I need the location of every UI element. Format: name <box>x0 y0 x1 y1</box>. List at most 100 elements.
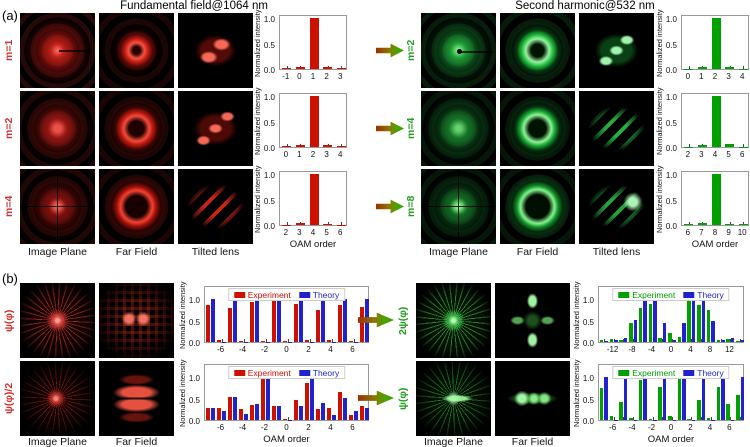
bar-theory <box>682 377 686 420</box>
x-tick-label: -1 <box>282 72 290 81</box>
legend-label: Experiment <box>632 289 676 300</box>
plot-area: Experiment Theory <box>204 364 369 421</box>
chart-oam-spectrum-sh-m4: Normalized intensity 1.0 0.5 0.0 2 3 4 5 6 <box>655 88 750 181</box>
y-tick-label: 0.5 <box>188 395 200 405</box>
bar-theory <box>222 411 226 420</box>
bar-theory <box>211 299 215 342</box>
legend-item: Theory <box>683 289 724 300</box>
bar-experiment <box>697 305 701 342</box>
plot-area: Experiment Theory <box>598 286 745 343</box>
x-tick-label: 1 <box>297 150 302 159</box>
chart-oam-spectrum-m1: Normalized intensity 1.0 0.5 0.0 -1 0 1 2 3 <box>253 10 375 103</box>
x-tick-label: 2 <box>283 228 289 237</box>
col-label-far-field: Far Field <box>115 246 158 258</box>
col-label-far-field: Far Field <box>511 436 554 447</box>
legend-swatch <box>618 291 630 298</box>
bar-experiment <box>706 417 711 420</box>
y-tick-label: 1.0 <box>263 15 275 24</box>
bar-experiment <box>338 304 342 342</box>
beam-image-fundamental-m4-tilted-lens <box>178 169 253 244</box>
chart-oam-spectrum-sh-psi: Normalized intensity 1.0 0.5 0.0 Experiment T… <box>572 360 750 447</box>
col-label-image-plane: Image Plane <box>28 436 87 447</box>
bar <box>309 18 319 69</box>
bar-experiment <box>349 414 353 420</box>
bar-theory <box>343 299 347 342</box>
x-tick-label: 4 <box>337 150 343 159</box>
x-tick-label: 10 <box>737 228 747 237</box>
beam-image-fundamental-m2-image-plane <box>20 91 95 166</box>
bar-experiment <box>668 333 672 342</box>
x-tick-label: 12 <box>724 345 734 354</box>
bar-theory <box>288 341 292 342</box>
x-tick-label: 6 <box>337 228 343 237</box>
bar-experiment <box>638 308 643 342</box>
bar <box>309 96 319 147</box>
bar-theory <box>332 341 336 342</box>
bar-experiment <box>283 418 287 420</box>
bar-experiment <box>658 337 662 342</box>
bar-theory <box>354 341 358 342</box>
x-tick-label: -6 <box>216 423 225 432</box>
bar-experiment <box>687 419 691 420</box>
legend-item: Experiment <box>233 368 291 378</box>
bar-theory <box>299 406 303 420</box>
bar <box>697 67 707 69</box>
y-axis-label: Normalized intensity <box>253 9 262 78</box>
legend-swatch <box>683 291 695 298</box>
x-tick-label: -4 <box>238 423 247 432</box>
row-label-m8-sh: m=8 <box>405 195 417 218</box>
y-tick-label: 0.5 <box>582 317 594 327</box>
y-tick-label: 0.5 <box>263 118 275 128</box>
bar-theory <box>310 341 314 342</box>
bar-experiment <box>239 409 243 420</box>
bar-theory <box>740 339 745 342</box>
chart-legend: Experiment Theory <box>227 366 346 379</box>
x-axis-label: OAM order <box>647 434 695 445</box>
x-tick-mark <box>287 417 289 420</box>
beam-image-fundamental-m1-far-field <box>99 13 174 88</box>
x-tick-label: 0 <box>284 345 289 354</box>
beam-image-fundamental-m4-far-field <box>99 169 174 244</box>
bar-experiment <box>360 306 364 342</box>
legend-label: Theory <box>697 289 724 300</box>
bar-experiment <box>716 339 721 342</box>
y-tick-label: 0.5 <box>665 118 677 128</box>
bar-theory <box>701 300 706 342</box>
y-tick-label: 1.0 <box>665 171 677 180</box>
x-tick-mark <box>286 66 288 69</box>
bar <box>309 174 319 225</box>
bar-theory <box>222 341 226 342</box>
bar-theory <box>711 320 715 342</box>
bar <box>684 146 694 147</box>
x-tick-label: 6 <box>350 423 355 432</box>
legend-item: Theory <box>298 290 339 300</box>
col-label-image-plane: Image Plane <box>429 246 488 258</box>
y-tick-label: 1.0 <box>263 93 275 102</box>
bar-theory <box>653 419 657 420</box>
y-tick-label: 0.0 <box>665 66 677 75</box>
bar <box>711 174 721 225</box>
bar-experiment <box>217 408 221 420</box>
x-tick-label: -6 <box>216 345 225 354</box>
bar-theory <box>633 419 638 420</box>
x-tick-label: 4 <box>739 72 745 81</box>
bar-experiment <box>629 417 633 420</box>
bar-theory <box>643 300 647 342</box>
bar-experiment <box>599 387 604 420</box>
conversion-arrow-icon <box>376 43 404 58</box>
bar-theory <box>682 322 686 342</box>
bar-experiment <box>261 377 265 420</box>
bar-experiment <box>619 401 623 420</box>
x-tick-label: 2 <box>688 423 693 432</box>
x-tick-mark <box>327 222 329 225</box>
bar-theory <box>233 397 237 420</box>
x-tick-label: 4 <box>310 228 316 237</box>
bar-experiment <box>316 309 320 342</box>
legend-swatch <box>683 369 695 376</box>
col-label-image-plane: Image Plane <box>28 246 87 258</box>
bar <box>323 144 333 147</box>
bar-experiment <box>726 404 730 420</box>
legend-label: Experiment <box>247 289 291 300</box>
legend-item: Experiment <box>618 290 675 300</box>
x-tick-label: 0 <box>668 423 674 432</box>
